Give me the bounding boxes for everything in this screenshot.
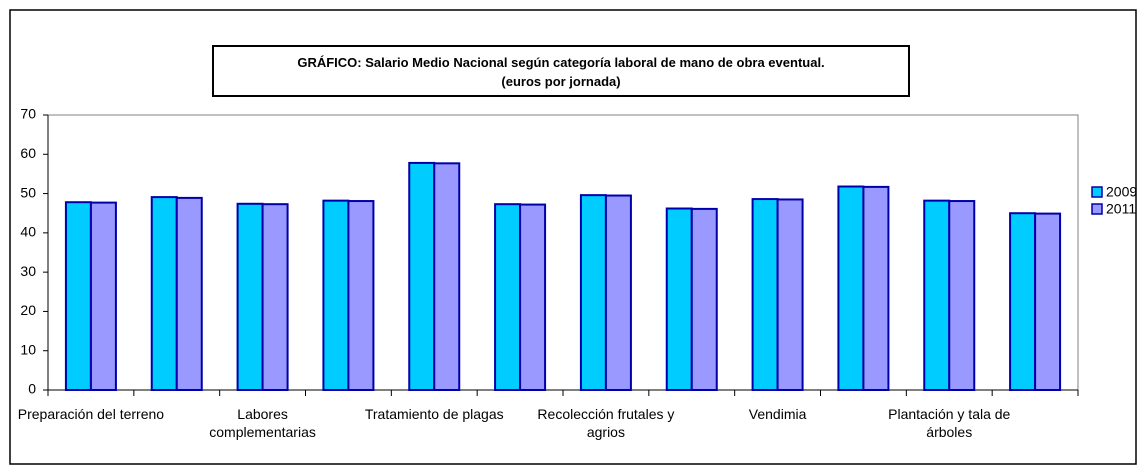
x-tick-label: Recolección frutales y agrios (537, 406, 675, 440)
y-tick-label: 20 (20, 302, 36, 318)
bar (236, 202, 264, 391)
bar (776, 198, 804, 391)
x-tick-label: Preparación del terreno (17, 406, 165, 422)
x-tick-label: Plantación y tala de árboles (888, 406, 1011, 440)
bar (579, 194, 607, 391)
chart-title: GRÁFICO: Salario Medio Nacional según ca… (297, 55, 825, 70)
bar (150, 196, 178, 391)
bar (175, 196, 203, 391)
bar (261, 203, 289, 391)
bar (519, 203, 547, 391)
bar (347, 200, 375, 391)
x-tick-label: Labores complementarias (209, 406, 316, 440)
y-tick-label: 10 (20, 341, 36, 357)
bar (604, 194, 632, 391)
bar (433, 162, 461, 391)
title-box: GRÁFICO: Salario Medio Nacional según ca… (212, 45, 910, 97)
y-tick-label: 70 (20, 106, 36, 122)
bar (408, 161, 436, 391)
x-tick-label: Vendimia (748, 406, 807, 422)
bar (89, 201, 117, 391)
y-tick-label: 60 (20, 145, 36, 161)
x-tick-label: Tratamiento de plagas (364, 406, 504, 422)
chart-subtitle: (euros por jornada) (501, 74, 621, 89)
legend-label: 2011 (1106, 201, 1136, 217)
bar (665, 207, 693, 391)
legend-swatch (1091, 186, 1103, 198)
bar (948, 200, 976, 391)
legend-swatch (1091, 203, 1103, 215)
bar (1009, 212, 1037, 391)
bar (494, 203, 522, 391)
bar (837, 185, 865, 391)
bar (64, 201, 92, 391)
y-tick-label: 30 (20, 263, 36, 279)
y-tick-label: 50 (20, 184, 36, 200)
y-tick-label: 40 (20, 224, 36, 240)
bar (862, 185, 890, 391)
bar (690, 207, 718, 391)
bar (923, 199, 951, 391)
bar (1034, 212, 1062, 391)
plot-area (47, 114, 1079, 391)
y-tick-label: 0 (28, 381, 36, 397)
bar (751, 198, 779, 391)
bar (322, 199, 350, 391)
legend-label: 2009 (1106, 184, 1137, 200)
